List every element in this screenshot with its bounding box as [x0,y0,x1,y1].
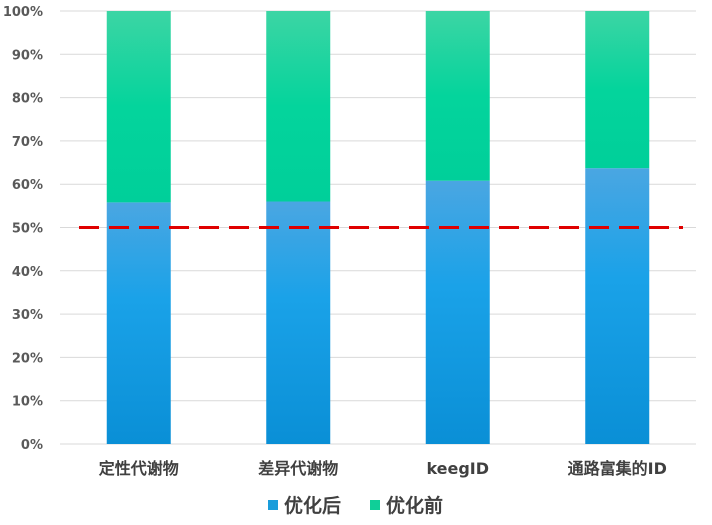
y-tick-label: 90% [12,48,43,63]
legend: 优化后 优化前 [268,494,443,517]
bar-segment-before [106,11,171,203]
y-tick-label: 40% [12,265,43,280]
legend-swatch [370,500,380,510]
bar-segment-after [425,180,490,444]
y-tick-label: 0% [21,438,43,453]
x-category-label: 差异代谢物 [258,459,338,478]
y-tick-label: 80% [12,92,43,107]
legend-swatch [268,500,278,510]
x-category-label: 通路富集的ID [568,459,667,478]
bar-segment-before [266,11,331,202]
y-tick-label: 10% [12,395,43,410]
y-axis-tick-labels: 0% 10% 20% 30% 40% 50% 60% 70% 80% 90% 100% [3,5,43,453]
x-category-label: keegID [426,459,489,478]
bars [106,11,650,444]
y-tick-label: 50% [12,222,43,237]
y-tick-label: 70% [12,135,43,150]
y-tick-label: 100% [3,5,43,20]
bar-segment-after [266,201,331,444]
y-tick-label: 60% [12,178,43,193]
bar-segment-after [585,168,650,444]
x-axis-category-labels: 定性代谢物 差异代谢物 keegID 通路富集的ID [98,459,667,478]
bar-segment-after [106,202,171,444]
bar-segment-before [585,11,650,169]
y-tick-label: 30% [12,308,43,323]
x-category-label: 定性代谢物 [98,459,179,478]
bar-segment-before [425,11,490,181]
y-tick-label: 20% [12,351,43,366]
legend-label: 优化后 [284,494,341,517]
legend-label: 优化前 [386,494,443,517]
